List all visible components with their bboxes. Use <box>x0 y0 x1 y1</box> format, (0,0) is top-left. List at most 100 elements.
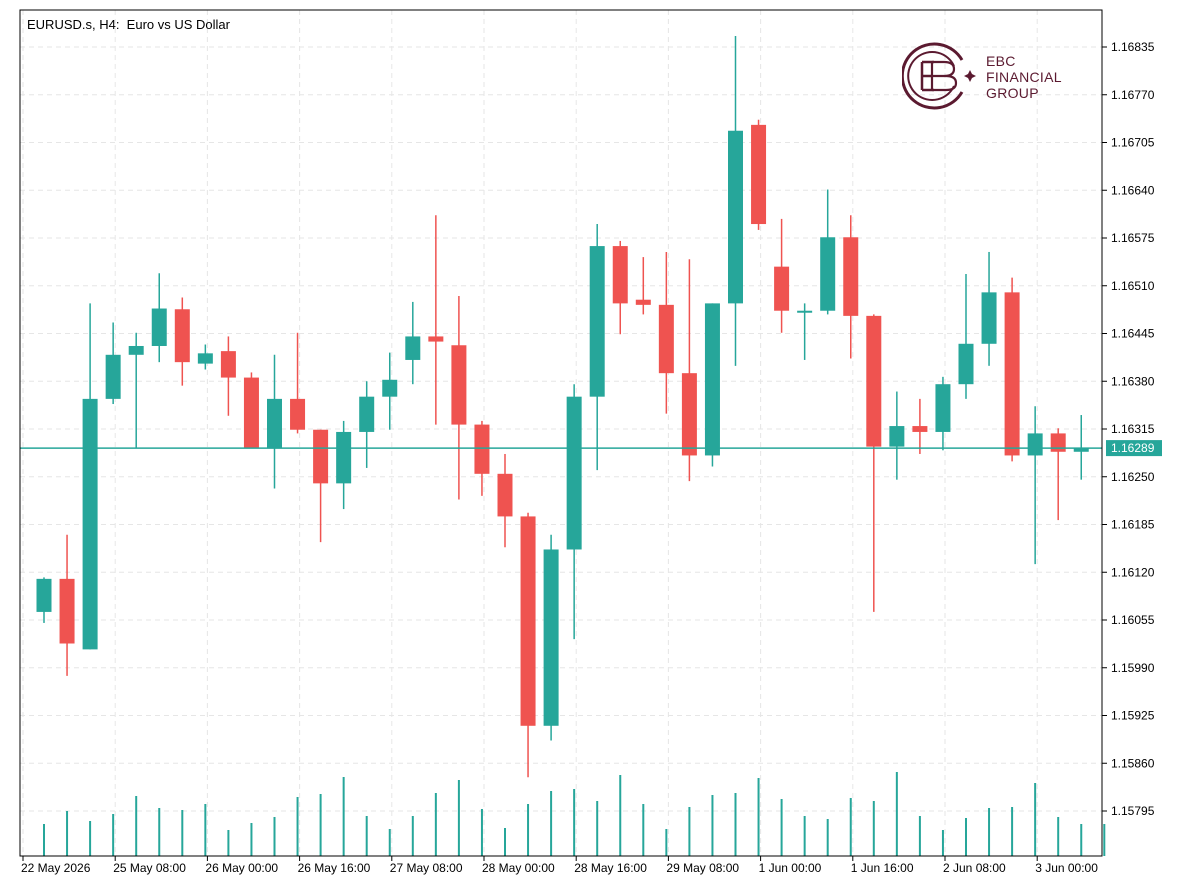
candle-bear <box>912 398 928 454</box>
candle-body <box>197 353 213 364</box>
candle-bear <box>428 215 444 425</box>
candles <box>36 35 1089 778</box>
candle-bull <box>128 332 144 449</box>
logo-line-2: FINANCIAL <box>986 69 1062 85</box>
candle-bull <box>1027 406 1043 565</box>
candle-bear <box>1050 428 1066 521</box>
candle-body <box>59 578 75 644</box>
x-tick-label: 28 May 16:00 <box>574 861 647 875</box>
candle-bull <box>566 384 582 640</box>
y-tick-label: 1.15860 <box>1111 756 1155 770</box>
y-tick-label: 1.16055 <box>1111 613 1155 627</box>
candle-body <box>497 473 513 517</box>
candle-body <box>981 292 997 344</box>
candle-body <box>520 516 536 726</box>
candle-body <box>82 398 98 650</box>
candle-body <box>1004 292 1020 456</box>
candle-bear <box>751 119 767 230</box>
candle-body <box>935 384 951 432</box>
candle-body <box>336 431 352 484</box>
y-tick-label: 1.15925 <box>1111 709 1155 723</box>
candle-body <box>382 379 398 397</box>
candle-body <box>313 429 329 484</box>
y-tick-label: 1.16705 <box>1111 136 1155 150</box>
candle-body <box>128 345 144 355</box>
x-tick-label: 27 May 08:00 <box>390 861 463 875</box>
candle-bear <box>474 420 490 496</box>
candle-bear <box>220 336 236 416</box>
candle-body <box>889 426 905 447</box>
y-tick-label: 1.16770 <box>1111 88 1155 102</box>
logo-line-3: GROUP <box>986 85 1039 101</box>
candle-body <box>105 354 121 399</box>
candle-bull <box>589 224 605 471</box>
x-tick-label: 26 May 00:00 <box>205 861 278 875</box>
candle-body <box>635 299 651 305</box>
candle-body <box>843 237 859 316</box>
candle-bull <box>105 322 121 405</box>
candle-bear <box>497 453 513 548</box>
candle-body <box>751 124 767 225</box>
candle-body <box>1073 448 1089 452</box>
candle-bull <box>405 301 421 385</box>
candle-bear <box>843 215 859 359</box>
candle-body <box>174 309 190 363</box>
candle-body <box>267 398 282 449</box>
candle-body <box>658 304 674 374</box>
y-tick-label: 1.15795 <box>1111 804 1155 818</box>
candle-body <box>359 396 375 432</box>
candle-bull <box>704 303 720 467</box>
candle-body <box>243 377 259 449</box>
plot-border <box>19 9 1103 857</box>
y-tick-label: 1.16250 <box>1111 470 1155 484</box>
candle-bear <box>658 251 674 414</box>
candle-bull <box>543 534 559 741</box>
candle-bear <box>520 512 536 778</box>
candle-bull <box>151 273 167 363</box>
x-tick-label: 29 May 08:00 <box>666 861 739 875</box>
x-tick-label: 2 Jun 08:00 <box>943 861 1006 875</box>
candle-bear <box>774 218 790 333</box>
candle-bear <box>866 314 882 612</box>
candle-body <box>151 308 167 346</box>
time-axis[interactable]: 22 May 2026 25 May 08:00 26 May 00:00 26 Ma… <box>21 856 1098 875</box>
candle-body <box>543 549 559 726</box>
candle-body <box>428 336 444 342</box>
volume-bars <box>43 772 1106 856</box>
candle-bear <box>243 372 259 449</box>
logo-line-1: EBC <box>986 53 1016 69</box>
chart-title: EURUSD.s, H4: Euro vs US Dollar <box>27 17 230 32</box>
candle-bear <box>174 297 190 386</box>
candle-bull <box>36 577 52 623</box>
y-tick-label: 1.16380 <box>1111 374 1155 388</box>
x-tick-label: 1 Jun 16:00 <box>851 861 914 875</box>
candle-bear <box>451 296 467 500</box>
candle-body <box>866 315 882 447</box>
candle-bear <box>313 429 329 543</box>
candle-bear <box>59 534 75 676</box>
candle-bull <box>797 303 813 360</box>
candle-bear <box>612 240 628 335</box>
y-tick-label: 1.16640 <box>1111 183 1155 197</box>
candle-bull <box>981 251 997 366</box>
candle-body <box>797 310 813 313</box>
candle-bull <box>728 35 743 366</box>
candle-body <box>589 246 605 397</box>
current-price-text: 1.16289 <box>1111 441 1155 455</box>
y-tick-label: 1.16445 <box>1111 327 1155 341</box>
candle-bull <box>197 344 213 370</box>
price-axis[interactable]: 1.16835 1.16770 1.16705 1.16640 1.16575 1.165… <box>1102 40 1162 818</box>
ebc-emblem-icon <box>900 42 976 110</box>
candle-body <box>566 396 582 550</box>
candle-body <box>451 345 467 425</box>
candle-body <box>36 578 52 612</box>
candle-body <box>681 373 697 456</box>
y-tick-label: 1.16510 <box>1111 279 1155 293</box>
candle-body <box>290 398 306 430</box>
candle-body <box>704 303 720 456</box>
x-tick-label: 3 Jun 00:00 <box>1035 861 1098 875</box>
candle-body <box>728 130 743 304</box>
y-tick-label: 1.16120 <box>1111 565 1155 579</box>
candle-bull <box>336 420 352 510</box>
